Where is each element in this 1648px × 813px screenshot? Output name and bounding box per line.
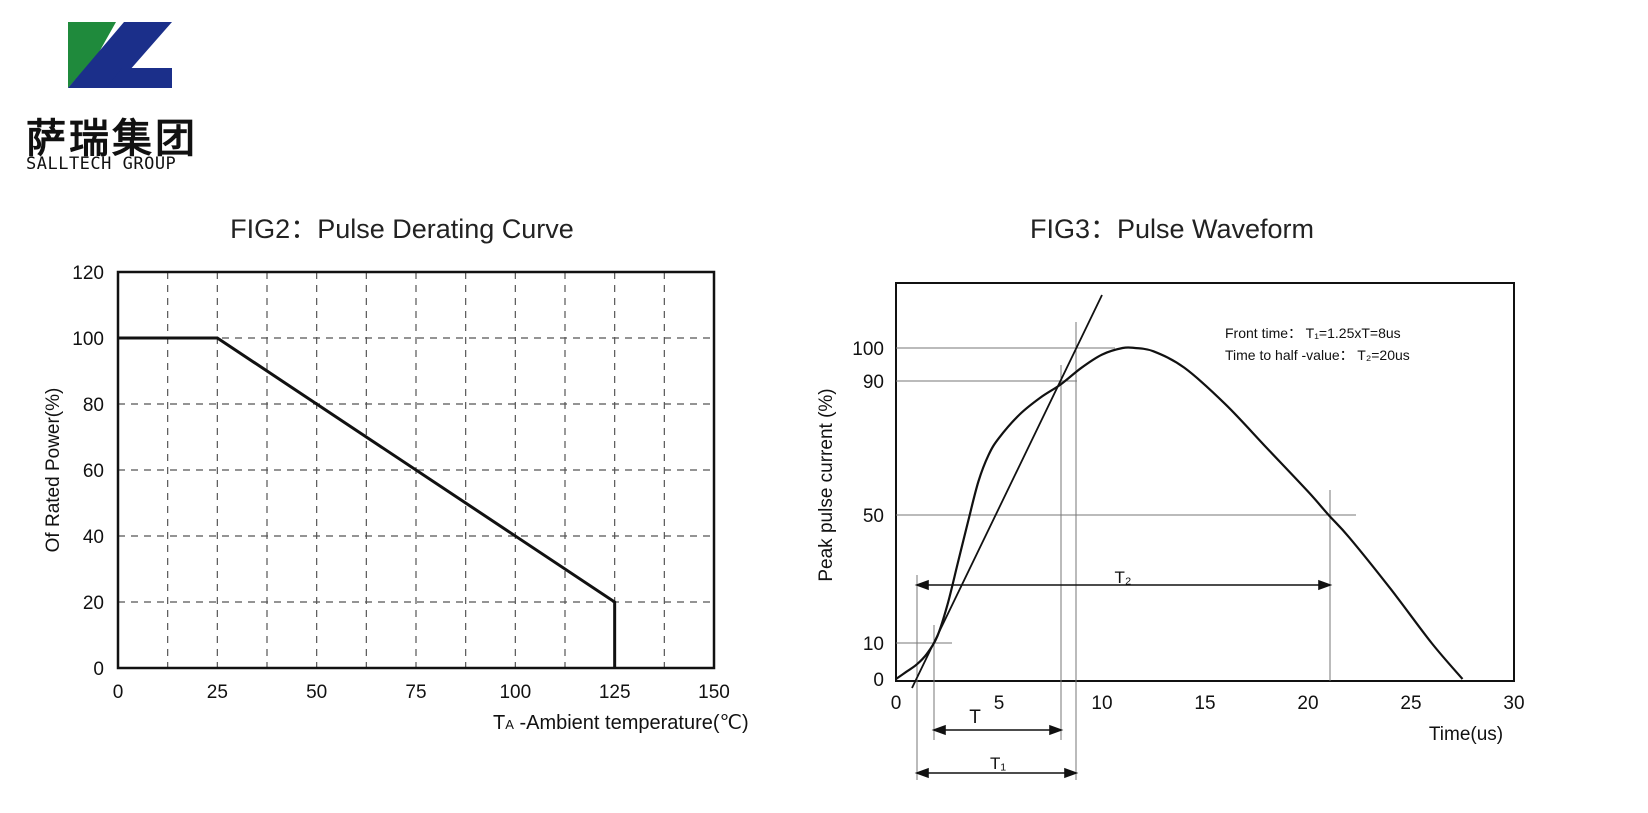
fig3-title: FIG3：Pulse Waveform [1029, 214, 1315, 244]
fig3-x-tick-label: 5 [994, 693, 1005, 714]
fig2-x-tick-label: 100 [499, 682, 531, 703]
fig3-annot-T: T [969, 707, 981, 728]
fig2-x-tick-label: 125 [599, 682, 631, 703]
fig3-waveform-curve [895, 346, 1464, 680]
fig3-note-front-time: Front time： T₁=1.25xT=8us [1225, 325, 1401, 341]
fig3-xlabel: Time(us) [1429, 724, 1503, 745]
fig2-y-tick-label: 60 [83, 461, 104, 482]
fig2-y-tick-label: 100 [72, 329, 104, 350]
fig3-x-tick-label: 15 [1194, 693, 1215, 714]
fig2-x-tick-label: 75 [405, 682, 426, 703]
logo-chinese-name: 萨瑞集团 [26, 116, 198, 162]
fig3-T2-arrow-head-right [1318, 579, 1333, 591]
fig2-y-tick-label: 120 [72, 263, 104, 284]
fig2-plot-frame [116, 270, 716, 670]
fig3-x-tick-label: 10 [1091, 693, 1112, 714]
fig3-guide-lines [896, 322, 1356, 780]
fig3-plot-frame [895, 282, 1515, 682]
fig3-T2-arrow-head-left [914, 579, 929, 591]
fig3-y-tick-label: 100 [852, 339, 884, 360]
fig3-x-tick-label: 20 [1297, 693, 1318, 714]
fig3-x-tick-label: 25 [1400, 693, 1421, 714]
fig3-T1-arrow-head-right [1064, 767, 1079, 779]
fig2-title: FIG2：Pulse Derating Curve [230, 214, 574, 244]
fig3-y-tick-label: 10 [863, 634, 884, 655]
fig3-y-tick-label: 0 [873, 670, 884, 691]
fig2-x-tick-label: 25 [207, 682, 228, 703]
fig2-y-tick-label: 0 [93, 659, 104, 680]
fig3-T-arrow-head-left [931, 724, 946, 736]
fig2-y-tick-label: 20 [83, 593, 104, 614]
fig2-series-line [118, 336, 617, 668]
fig2-x-tick-label: 0 [113, 682, 124, 703]
fig3-ylabel: Peak pulse current (%) [816, 388, 837, 581]
fig3-T-arrow-head-right [1049, 724, 1064, 736]
fig3-y-tick-label: 90 [863, 372, 884, 393]
fig2-y-tick-label: 40 [83, 527, 104, 548]
fig3-x-tick-label: 0 [891, 693, 902, 714]
fig3-note-half-value: Time to half -value： T₂=20us [1225, 347, 1410, 363]
fig3-x-tick-label: 30 [1503, 693, 1524, 714]
fig2-xlabel: TA -Ambient temperature(℃) [493, 712, 749, 734]
fig3-y-tick-label: 50 [863, 506, 884, 527]
fig3-annot-T1: T₁ [990, 754, 1006, 773]
fig3-tangent-line [911, 294, 1103, 689]
logo-english-name: SALLTECH GROUP [26, 154, 177, 174]
fig2-ylabel: Of Rated Power(%) [43, 388, 64, 553]
fig3-T1-arrow-head-left [914, 767, 929, 779]
company-logo: 萨瑞集团 SALLTECH GROUP [22, 18, 237, 174]
fig3-annot-T2: T₂ [1115, 568, 1132, 587]
salltech-logo-mark [68, 22, 172, 88]
fig2-y-tick-label: 80 [83, 395, 104, 416]
fig2-x-tick-label: 150 [698, 682, 730, 703]
fig2-x-tick-label: 50 [306, 682, 327, 703]
